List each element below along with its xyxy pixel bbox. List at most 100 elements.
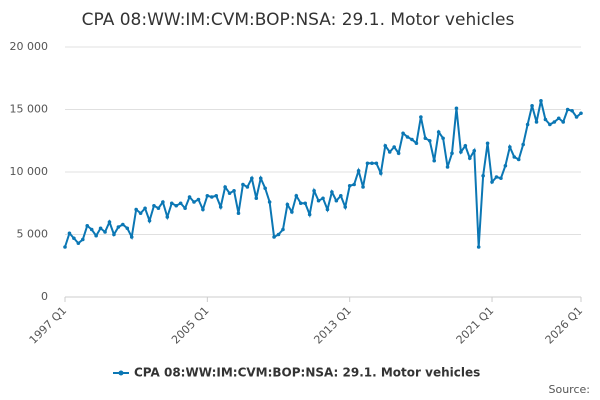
data-point	[423, 136, 428, 141]
data-point	[321, 196, 325, 201]
data-point	[494, 175, 499, 179]
data-point	[525, 122, 530, 127]
data-point	[241, 182, 245, 187]
data-point	[534, 120, 539, 124]
data-point	[89, 227, 94, 232]
data-point	[401, 131, 405, 136]
data-point	[134, 207, 138, 212]
data-point	[165, 215, 170, 219]
data-point	[379, 171, 383, 176]
data-point	[192, 200, 196, 204]
data-point	[263, 186, 267, 191]
data-line	[64, 100, 582, 248]
y-tick-label: 20 000	[10, 40, 49, 53]
data-point	[561, 120, 566, 124]
data-point	[521, 142, 525, 147]
data-point	[276, 232, 281, 237]
data-point	[432, 158, 437, 163]
data-point	[459, 150, 463, 154]
data-point	[370, 161, 374, 166]
data-point	[294, 193, 299, 198]
data-point	[80, 237, 85, 242]
data-point	[72, 236, 76, 241]
data-point	[169, 201, 174, 206]
data-point	[85, 223, 90, 228]
data-point	[125, 226, 130, 231]
y-tick-label: 5 000	[17, 228, 49, 241]
data-point	[112, 232, 116, 237]
data-point	[174, 203, 179, 208]
data-point	[98, 226, 103, 231]
data-point	[183, 206, 187, 211]
x-tick-label: 2013 Q1	[311, 304, 354, 347]
data-point	[392, 145, 396, 149]
data-point	[94, 233, 98, 238]
data-point	[178, 201, 183, 206]
data-point	[347, 183, 352, 188]
data-point	[467, 156, 472, 161]
data-point	[334, 198, 339, 203]
data-point	[209, 195, 214, 199]
data-point	[303, 201, 308, 206]
data-point	[481, 173, 485, 178]
data-point	[476, 245, 481, 249]
y-tick-label: 10 000	[10, 165, 49, 178]
data-point	[414, 141, 419, 146]
data-point	[316, 198, 321, 203]
data-point	[143, 206, 147, 211]
data-point	[214, 193, 219, 198]
data-point	[76, 241, 81, 246]
data-point	[543, 117, 548, 122]
data-point	[223, 185, 227, 189]
data-point	[227, 191, 232, 196]
data-point	[419, 115, 423, 119]
data-point	[272, 235, 276, 239]
data-point	[365, 161, 370, 166]
data-point	[201, 207, 205, 212]
data-point	[338, 193, 343, 198]
data-point	[445, 165, 450, 169]
y-tick-label: 15 000	[10, 103, 49, 116]
chart-title: CPA 08:WW:IM:CVM:BOP:NSA: 29.1. Motor ve…	[82, 10, 515, 30]
data-point	[121, 222, 125, 227]
data-point	[512, 155, 517, 159]
data-point	[405, 135, 410, 139]
data-point	[116, 225, 121, 229]
data-point	[508, 145, 512, 149]
data-point	[138, 211, 143, 216]
data-point	[107, 220, 112, 224]
data-point	[218, 205, 223, 209]
data-point	[387, 150, 392, 154]
data-point	[516, 157, 521, 162]
data-point	[298, 201, 303, 206]
data-point	[352, 182, 356, 187]
legend-marker	[118, 370, 124, 376]
x-tick-label: 2021 Q1	[454, 304, 497, 347]
data-point	[579, 111, 583, 116]
data-point	[556, 116, 561, 121]
data-point	[250, 176, 254, 181]
data-point	[325, 207, 330, 212]
data-point	[187, 195, 192, 199]
data-point	[156, 206, 161, 211]
data-point	[245, 185, 250, 189]
data-point	[410, 137, 414, 142]
data-point	[285, 202, 290, 207]
data-point	[161, 200, 165, 204]
data-point	[374, 161, 379, 166]
data-point	[565, 107, 570, 112]
data-point	[552, 120, 557, 124]
data-point	[548, 122, 552, 127]
data-point	[290, 210, 294, 214]
data-point	[574, 115, 579, 119]
data-point	[152, 203, 156, 208]
x-tick-label: 1997 Q1	[27, 304, 70, 347]
data-point	[129, 235, 134, 239]
data-point	[103, 230, 107, 234]
data-point	[254, 196, 259, 201]
data-point	[267, 200, 272, 204]
data-point	[436, 130, 441, 134]
data-point	[356, 168, 361, 173]
data-point	[539, 98, 543, 103]
